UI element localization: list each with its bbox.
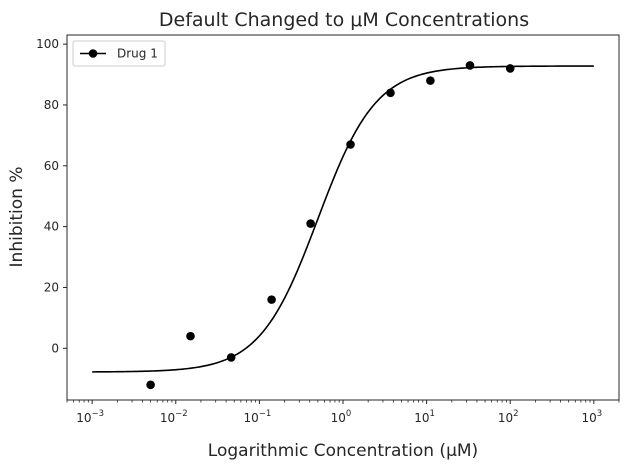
y-tick-label: 80 [44, 98, 59, 112]
data-point [346, 140, 355, 149]
x-tick-label-exponent: 1 [430, 409, 435, 419]
axes-frame [66, 34, 620, 401]
x-axis-ticks: 10−3 10−2 10−1 100 101 102 103 [76, 400, 602, 425]
x-tick-label: 101 [414, 409, 435, 425]
y-tick-label: 60 [44, 159, 59, 173]
x-tick-label: 103 [581, 409, 602, 425]
x-axis-minor-ticks [66, 400, 620, 403]
x-tick-label-exponent: 0 [346, 409, 351, 419]
x-tick-label-exponent: −1 [259, 409, 272, 419]
data-point [386, 88, 395, 98]
x-tick-label-base: 10 [414, 411, 429, 425]
legend: Drug 1 [72, 40, 166, 67]
y-axis-ticks: 0 20 40 60 80 100 [36, 37, 67, 355]
x-tick-label-base: 10 [243, 411, 258, 425]
x-tick-label-base: 10 [581, 411, 596, 425]
x-tick-label: 10−1 [243, 409, 271, 425]
x-tick-label-base: 10 [160, 411, 175, 425]
y-tick-label: 0 [51, 341, 59, 355]
plot-area [66, 34, 620, 401]
data-point [186, 331, 195, 341]
x-tick-label-base: 10 [498, 411, 513, 425]
y-tick-label: 20 [44, 280, 59, 294]
x-tick-label-base: 10 [331, 411, 346, 425]
chart-title: Default Changed to μM Concentrations [159, 9, 529, 31]
y-tick-label: 100 [36, 37, 59, 51]
data-points-drug-1 [146, 61, 515, 390]
data-point [505, 64, 515, 73]
x-tick-label: 10−3 [76, 409, 104, 425]
x-tick-label-exponent: 2 [513, 409, 518, 419]
data-point [226, 353, 236, 362]
y-axis-label: Inhibition % [7, 167, 27, 268]
data-point [306, 219, 315, 228]
legend-marker-drug-1 [88, 49, 98, 58]
x-tick-label-exponent: −2 [175, 409, 188, 419]
x-axis-label: Logarithmic Concentration (μM) [208, 441, 478, 461]
y-tick-label: 40 [44, 220, 59, 234]
x-tick-label: 100 [331, 409, 352, 425]
x-tick-label: 102 [498, 409, 519, 425]
legend-label-drug-1: Drug 1 [117, 47, 158, 61]
x-tick-label-exponent: 3 [597, 409, 602, 419]
x-tick-label-base: 10 [76, 411, 91, 425]
legend-box [72, 40, 166, 67]
data-point [465, 61, 475, 70]
data-point [426, 76, 435, 85]
data-point [146, 380, 155, 390]
data-point [267, 295, 276, 304]
x-tick-label-exponent: −3 [92, 409, 105, 419]
x-tick-label: 10−2 [160, 409, 188, 425]
